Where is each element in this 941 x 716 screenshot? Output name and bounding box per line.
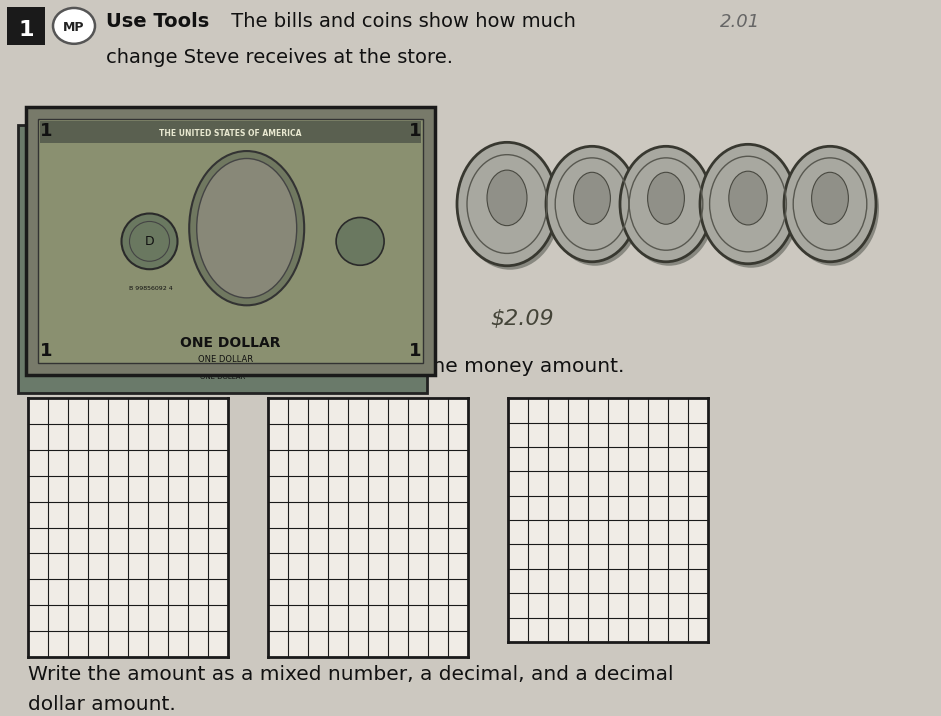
- Text: B 99856092 4: B 99856092 4: [129, 286, 173, 291]
- FancyBboxPatch shape: [26, 107, 435, 375]
- Text: MP: MP: [63, 21, 85, 34]
- Ellipse shape: [460, 146, 560, 270]
- Ellipse shape: [784, 146, 876, 262]
- Text: Shade the hundredths models to show the money amount.: Shade the hundredths models to show the …: [28, 357, 625, 376]
- Bar: [28, 398, 228, 657]
- Ellipse shape: [189, 151, 304, 305]
- Bar: [40, 122, 421, 143]
- Text: ONE DOLLAR: ONE DOLLAR: [183, 357, 263, 367]
- Text: D: D: [145, 235, 154, 248]
- Circle shape: [336, 218, 384, 265]
- Text: 1: 1: [408, 122, 422, 140]
- Ellipse shape: [647, 173, 684, 224]
- Ellipse shape: [728, 171, 767, 225]
- Ellipse shape: [623, 150, 715, 266]
- Ellipse shape: [457, 142, 557, 266]
- Text: 1: 1: [408, 342, 422, 360]
- Text: dollar amount.: dollar amount.: [28, 695, 176, 714]
- Text: 2.01: 2.01: [720, 13, 760, 31]
- Ellipse shape: [700, 145, 796, 263]
- Ellipse shape: [703, 148, 799, 268]
- Ellipse shape: [574, 173, 611, 224]
- Ellipse shape: [53, 8, 95, 44]
- Text: Use Tools: Use Tools: [106, 12, 209, 32]
- FancyBboxPatch shape: [7, 7, 45, 45]
- Text: ONE DOLLAR: ONE DOLLAR: [199, 374, 245, 380]
- Text: 1: 1: [40, 342, 53, 360]
- Text: ONE DOLLAR: ONE DOLLAR: [181, 337, 280, 350]
- Ellipse shape: [197, 158, 296, 298]
- Text: ONE DOLLAR: ONE DOLLAR: [198, 355, 253, 364]
- Bar: [508, 398, 708, 642]
- Ellipse shape: [620, 146, 712, 262]
- Text: THE UNITED STATES OF AMERICA: THE UNITED STATES OF AMERICA: [159, 129, 302, 138]
- Ellipse shape: [811, 173, 849, 224]
- Ellipse shape: [787, 150, 879, 266]
- Text: 1: 1: [40, 122, 53, 140]
- Circle shape: [121, 213, 178, 269]
- Bar: [268, 398, 468, 657]
- Ellipse shape: [549, 150, 641, 266]
- FancyBboxPatch shape: [18, 125, 427, 393]
- FancyBboxPatch shape: [38, 120, 423, 363]
- Ellipse shape: [546, 146, 638, 262]
- Text: The bills and coins show how much: The bills and coins show how much: [225, 12, 576, 32]
- Text: $2.09: $2.09: [490, 309, 553, 329]
- Ellipse shape: [487, 170, 527, 226]
- Text: change Steve receives at the store.: change Steve receives at the store.: [106, 48, 453, 67]
- Text: Write the amount as a mixed number, a decimal, and a decimal: Write the amount as a mixed number, a de…: [28, 665, 674, 684]
- Text: 1: 1: [18, 20, 34, 40]
